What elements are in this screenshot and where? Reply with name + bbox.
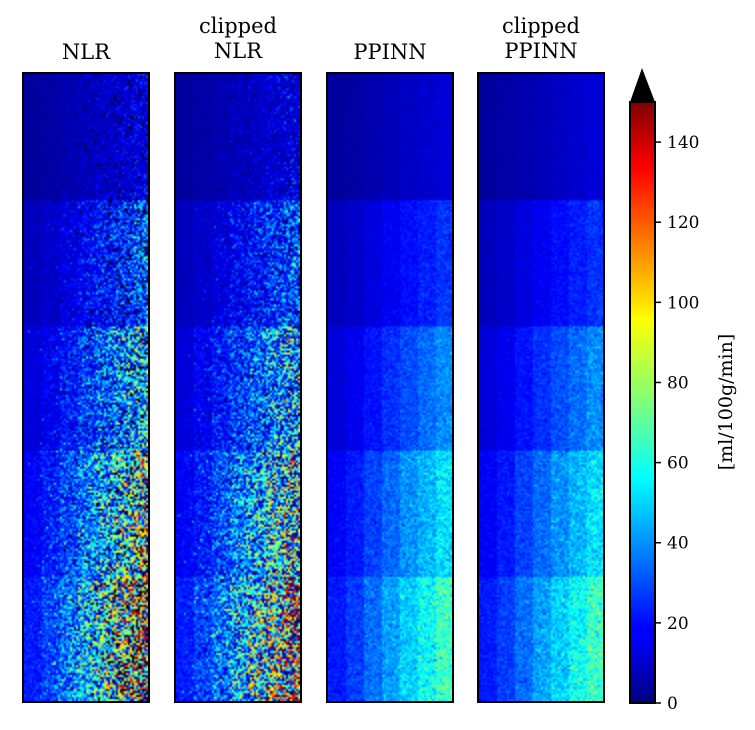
colorbar-extend-arrow [630,68,655,102]
colorbar-tick-label: 20 [667,614,689,634]
panel-title-clipped-nlr: clipped NLR [199,14,277,63]
colorbar-tick-label: 60 [667,454,689,474]
heatmap-canvas-nlr [24,74,148,701]
panel-title-nlr: NLR [61,40,111,64]
heatmap-panel-clipped-ppinn [477,72,605,703]
colorbar-tick-label: 40 [667,534,689,554]
heatmap-canvas-ppinn [328,74,452,701]
heatmap-panel-clipped-nlr [174,72,302,703]
colorbar-tick-label: 100 [667,293,699,313]
heatmap-canvas-clipped-nlr [176,74,300,701]
heatmap-canvas-clipped-ppinn [479,74,603,701]
heatmap-panel-nlr [22,72,150,703]
panel-title-clipped-ppinn: clipped PPINN [502,14,580,63]
colorbar-tick-label: 120 [667,213,699,233]
colorbar-gradient [629,101,656,704]
colorbar-label: [ml/100g/min] [715,334,737,470]
colorbar-tick-label: 140 [667,133,699,153]
colorbar-tick-label: 0 [667,694,678,714]
panel-title-ppinn: PPINN [353,40,427,64]
colorbar: 0 20 40 60 80 100 120 140 [ml/100g/min] [622,64,742,714]
colorbar-tick-label: 80 [667,373,689,393]
heatmap-panel-ppinn [326,72,454,703]
